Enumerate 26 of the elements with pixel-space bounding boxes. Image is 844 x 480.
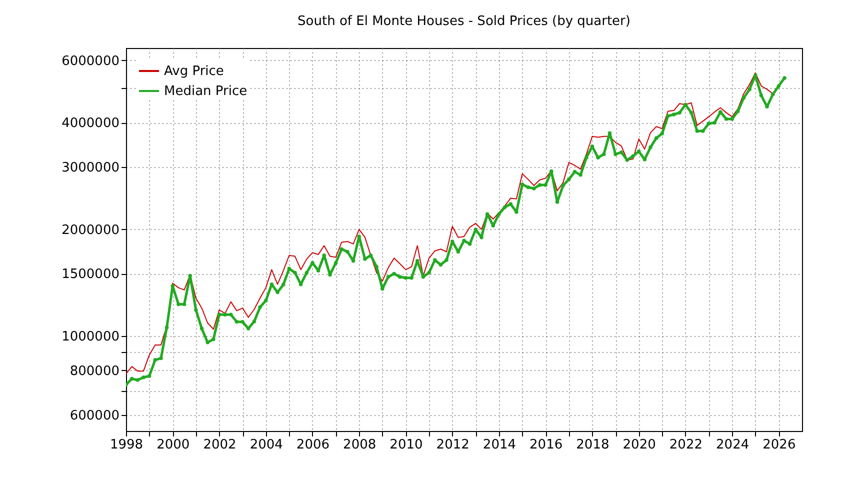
y-tick-label: 3000000 <box>62 160 120 176</box>
chart-title: South of El Monte Houses - Sold Prices (by quarter) <box>298 14 630 29</box>
x-tick-label: 2006 <box>296 438 330 452</box>
y-tick-label: 600000 <box>70 408 120 424</box>
x-tick-label: 2000 <box>156 438 190 452</box>
x-tick-label: 2012 <box>436 438 470 452</box>
x-tick-label: 2002 <box>203 438 236 452</box>
x-tick-label: 2022 <box>669 438 702 452</box>
legend-label: Avg Price <box>164 64 224 79</box>
x-tick-label: 2004 <box>250 438 283 452</box>
x-tick-label: 2010 <box>390 438 423 452</box>
y-tick-label: 4000000 <box>62 116 120 132</box>
legend-label: Median Price <box>164 84 248 99</box>
x-tick-label: 2008 <box>343 438 376 452</box>
y-tick-label: 6000000 <box>62 54 120 69</box>
x-tick-label: 2018 <box>576 438 610 452</box>
x-tick-label: 2024 <box>716 438 750 452</box>
x-tick-label: 2014 <box>482 438 516 452</box>
y-tick-label: 2000000 <box>62 222 120 238</box>
x-tick-label: 2016 <box>530 438 563 452</box>
x-tick-label: 1998 <box>110 438 144 452</box>
y-tick-label: 800000 <box>70 364 120 379</box>
x-tick-label: 2026 <box>762 438 796 452</box>
x-tick-label: 2020 <box>622 438 656 452</box>
y-tick-label: 1500000 <box>62 267 120 282</box>
y-tick-label: 1000000 <box>62 330 120 345</box>
